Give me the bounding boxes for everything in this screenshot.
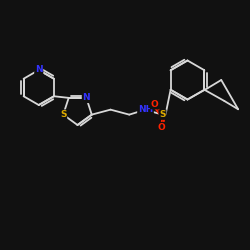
Text: N: N [35, 66, 42, 74]
Text: O: O [151, 100, 158, 109]
Text: O: O [158, 123, 165, 132]
Text: S: S [159, 110, 166, 119]
Text: NH: NH [138, 105, 153, 114]
Text: N: N [82, 93, 90, 102]
Text: S: S [60, 110, 66, 119]
